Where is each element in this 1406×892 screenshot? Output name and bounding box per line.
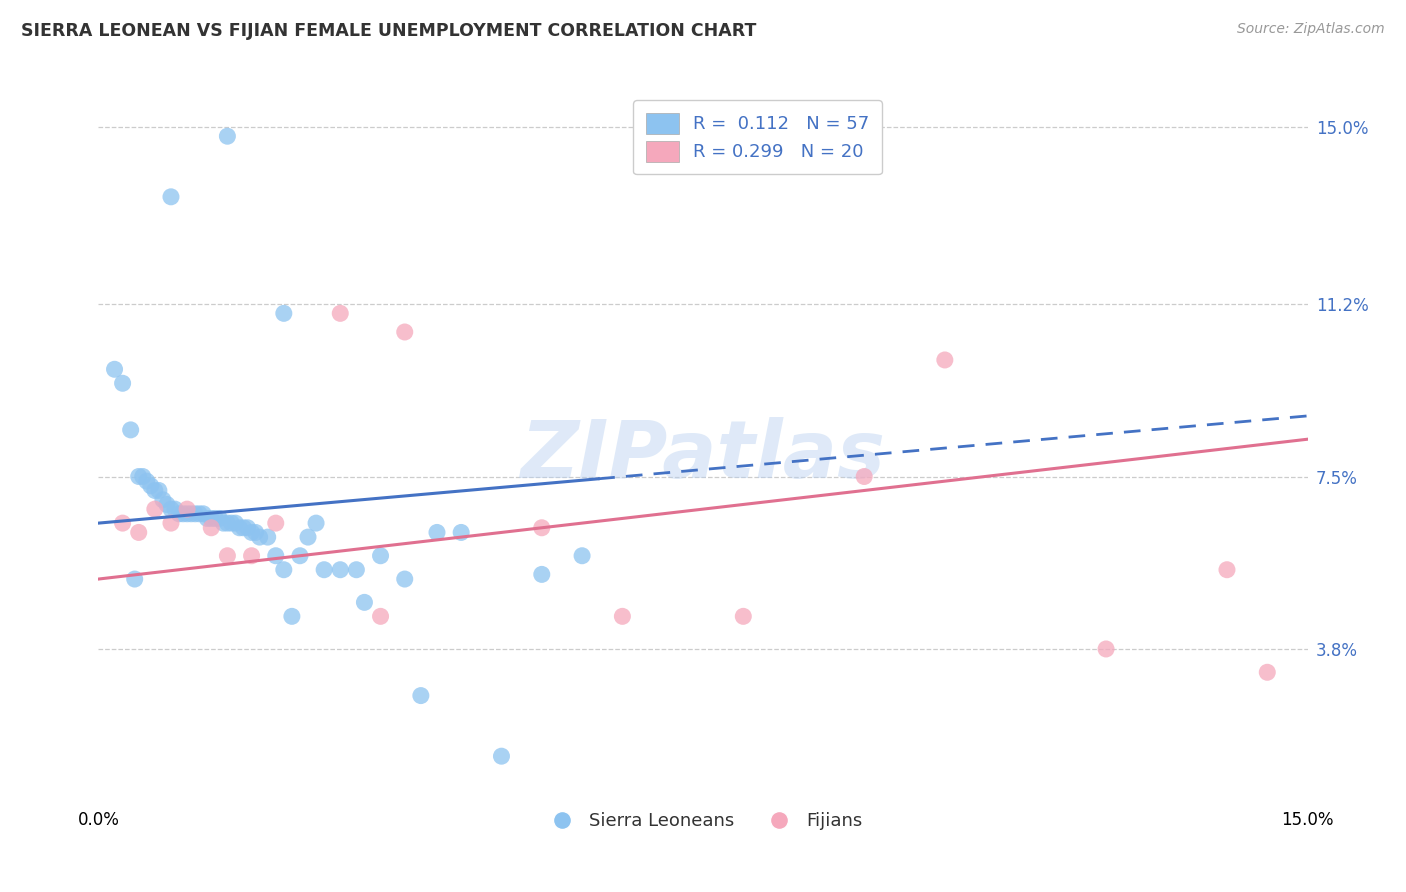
Point [195, 511, 218, 525]
Point [217, 516, 239, 530]
Point [204, 511, 226, 525]
Point [156, 498, 179, 512]
Point [184, 507, 207, 521]
Point [111, 376, 134, 391]
Point [491, 749, 513, 764]
Point [273, 306, 295, 320]
Point [188, 507, 211, 521]
Point [167, 507, 190, 521]
Point [193, 507, 215, 521]
Point [344, 563, 367, 577]
Point [200, 511, 222, 525]
Point [143, 483, 166, 498]
Point [132, 469, 155, 483]
Point [314, 563, 336, 577]
Point [212, 516, 235, 530]
Point [450, 525, 472, 540]
Point [221, 516, 243, 530]
Point [288, 549, 311, 563]
Point [143, 502, 166, 516]
Point [934, 353, 956, 368]
Point [163, 502, 186, 516]
Point [172, 507, 194, 521]
Point [1095, 642, 1118, 657]
Point [530, 521, 553, 535]
Point [281, 609, 304, 624]
Point [1256, 665, 1278, 680]
Point [264, 516, 287, 530]
Point [329, 563, 352, 577]
Point [124, 572, 146, 586]
Text: ZIPatlas: ZIPatlas [520, 417, 886, 495]
Point [853, 469, 876, 483]
Point [217, 549, 239, 563]
Point [236, 521, 259, 535]
Point [160, 516, 183, 530]
Point [394, 325, 416, 339]
Point [273, 563, 295, 577]
Point [128, 525, 150, 540]
Point [370, 549, 392, 563]
Text: SIERRA LEONEAN VS FIJIAN FEMALE UNEMPLOYMENT CORRELATION CHART: SIERRA LEONEAN VS FIJIAN FEMALE UNEMPLOY… [21, 22, 756, 40]
Point [394, 572, 416, 586]
Point [111, 516, 134, 530]
Point [426, 525, 449, 540]
Point [370, 609, 392, 624]
Point [530, 567, 553, 582]
Point [228, 521, 250, 535]
Point [200, 521, 222, 535]
Point [245, 525, 267, 540]
Point [409, 689, 432, 703]
Point [160, 190, 183, 204]
Point [297, 530, 319, 544]
Point [571, 549, 593, 563]
Point [249, 530, 271, 544]
Point [176, 502, 198, 516]
Text: Source: ZipAtlas.com: Source: ZipAtlas.com [1237, 22, 1385, 37]
Point [240, 549, 263, 563]
Legend: Sierra Leoneans, Fijians: Sierra Leoneans, Fijians [536, 805, 870, 837]
Point [232, 521, 254, 535]
Point [353, 595, 375, 609]
Point [733, 609, 755, 624]
Point [120, 423, 142, 437]
Point [305, 516, 328, 530]
Point [224, 516, 246, 530]
Point [128, 469, 150, 483]
Point [139, 479, 162, 493]
Point [176, 507, 198, 521]
Point [208, 511, 231, 525]
Point [256, 530, 278, 544]
Point [152, 492, 174, 507]
Point [264, 549, 287, 563]
Point [329, 306, 352, 320]
Point [217, 129, 239, 144]
Point [1216, 563, 1239, 577]
Point [148, 483, 170, 498]
Point [135, 474, 157, 488]
Point [612, 609, 634, 624]
Point [240, 525, 263, 540]
Point [180, 507, 202, 521]
Point [103, 362, 125, 376]
Point [160, 502, 183, 516]
